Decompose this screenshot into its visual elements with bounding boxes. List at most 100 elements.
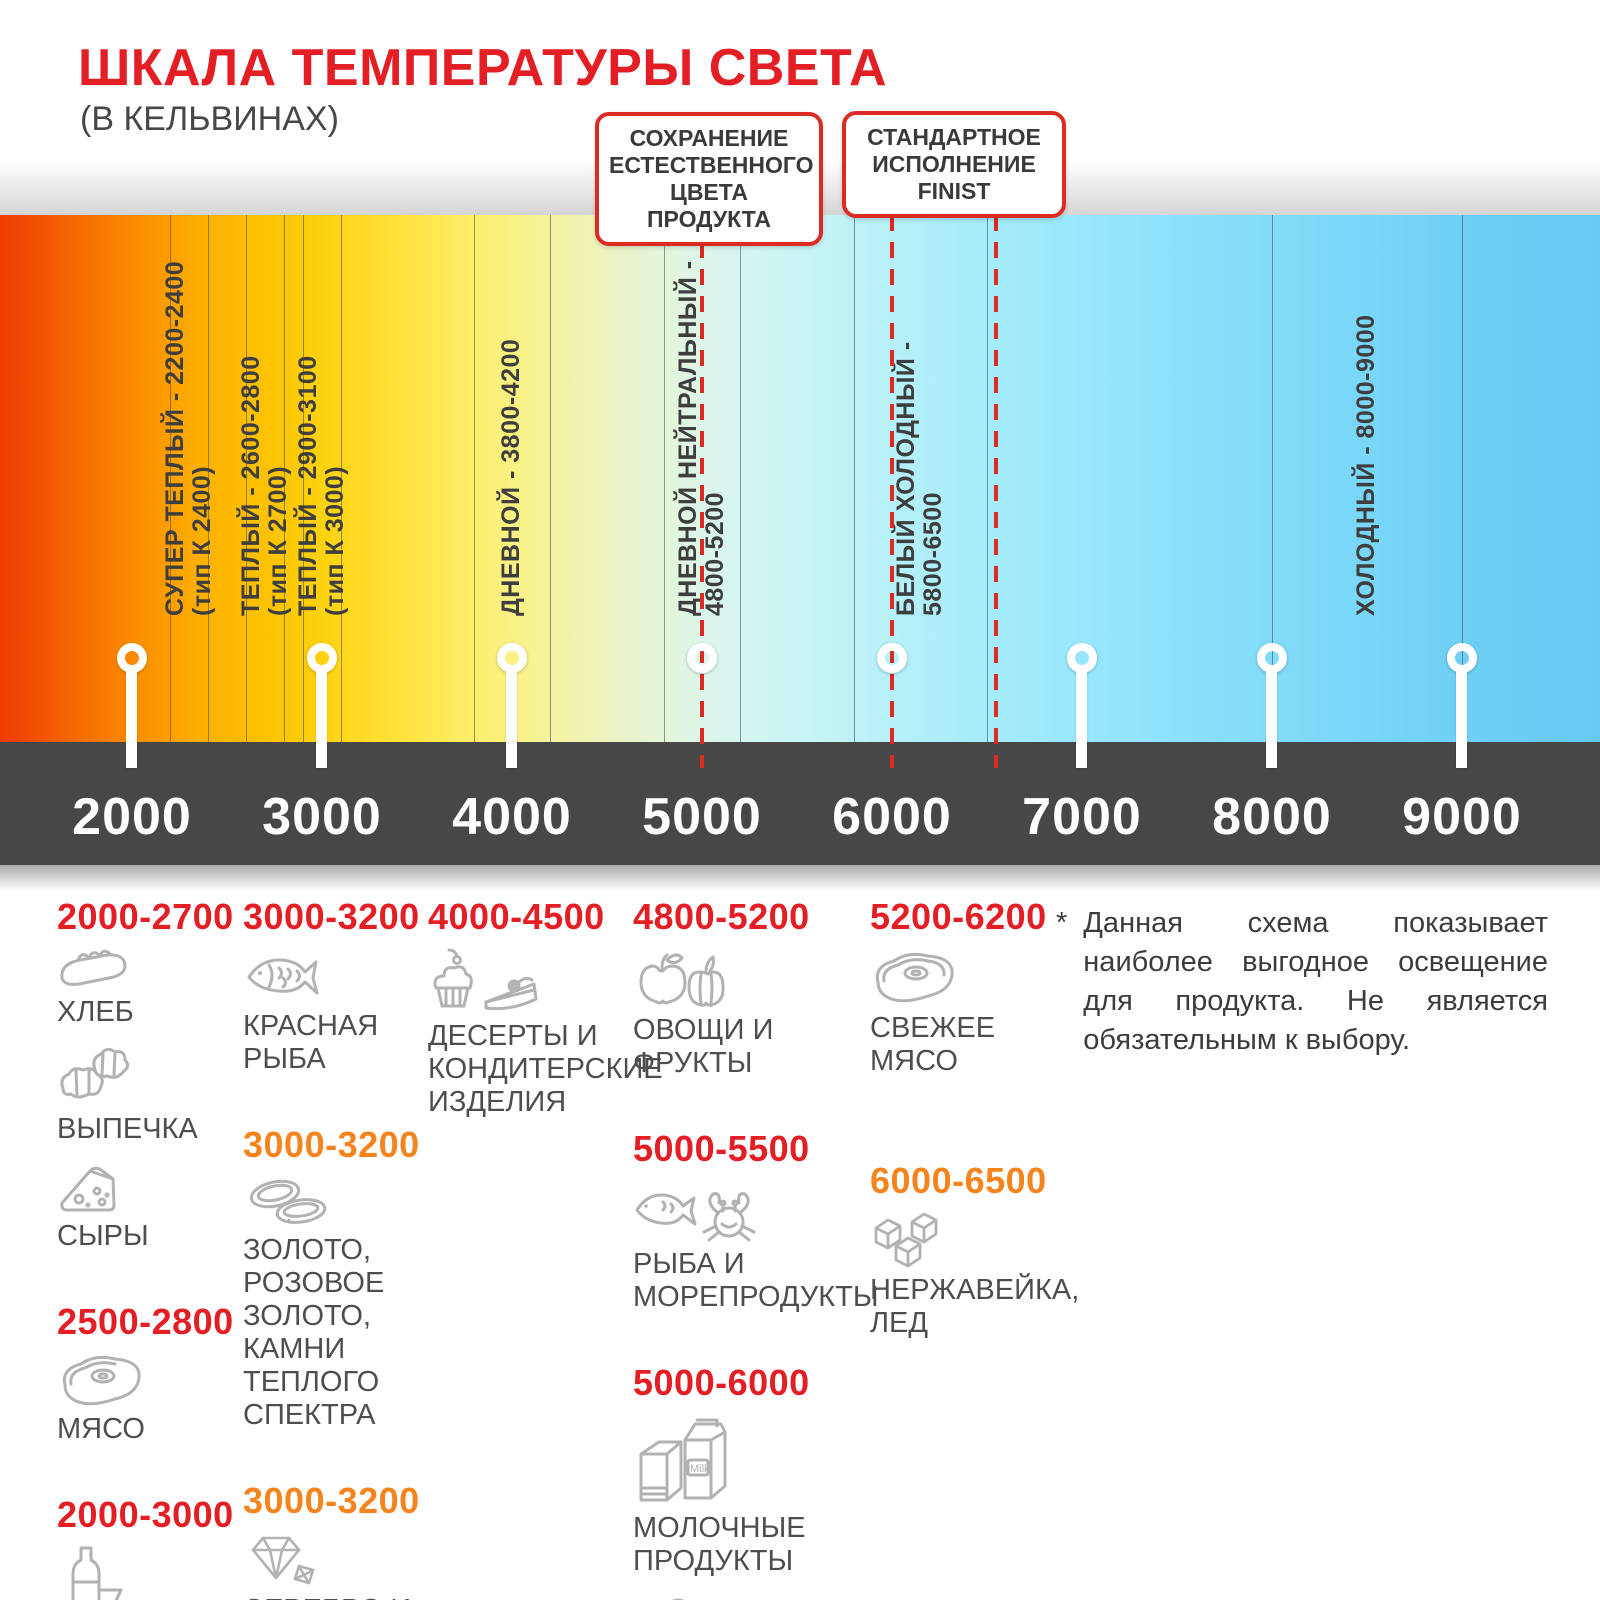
zone-label-cold: ХОЛОДНЫЙ - 8000-9000 xyxy=(1352,314,1380,616)
kelvin-gradient-bar xyxy=(0,215,1600,742)
legend-item-label: СВЕЖЕЕ МЯСО xyxy=(870,1012,996,1077)
milk-cartons-icon: Milk xyxy=(633,1412,943,1508)
range-heading: 5200-6200 xyxy=(870,896,1047,937)
legend-item-diamonds: СЕРЕБРО И БРИЛЛИАНТЫ xyxy=(243,1530,438,1600)
legend-column-3: 4000-4500 ДЕСЕРТЫ И КОНДИТЕРСКИЕ ИЗДЕЛИЯ xyxy=(428,896,663,1133)
range-heading: 3000-3200 xyxy=(243,1124,420,1165)
legend-item-seafood: РЫБА И МОРЕПРОДУКТЫ xyxy=(633,1178,943,1314)
range-heading: 5000-5500 xyxy=(633,1128,810,1169)
zone-boundary-2200 xyxy=(170,215,171,742)
tick-9000: 9000 xyxy=(1402,788,1522,846)
legend-item-gold: ЗОЛОТО, РОЗОВОЕ ЗОЛОТО, КАМНИ ТЕПЛОГО СП… xyxy=(243,1174,438,1432)
legend-item-label: ХЛЕБ xyxy=(57,996,134,1028)
tick-6000: 6000 xyxy=(832,788,952,846)
zone-boundary-6500 xyxy=(987,215,988,742)
range-heading: 4800-5200 xyxy=(633,896,810,937)
range-heading: 3000-3200 xyxy=(243,1480,420,1521)
range-heading: 5000-6000 xyxy=(633,1362,810,1403)
marker-stem-8000 xyxy=(1266,669,1277,768)
legend-item-fresh-meat: СВЕЖЕЕ МЯСО xyxy=(870,946,1070,1078)
legend-item-pastry: ВЫПЕЧКА xyxy=(57,1043,237,1146)
spacer xyxy=(57,1460,237,1494)
tick-8000: 8000 xyxy=(1212,788,1332,846)
cheese-icon xyxy=(57,1160,237,1216)
legend-item-label: НЕРЖАВЕЙКА, ЛЕД xyxy=(870,1274,1080,1339)
spacer xyxy=(57,1267,237,1301)
dashed-line-5000 xyxy=(700,215,704,768)
marker-stem-7000 xyxy=(1076,669,1087,768)
marker-stem-9000 xyxy=(1456,669,1467,768)
cupcake-cake-icon xyxy=(428,946,633,1016)
legend-item-red-fish: КРАСНАЯ РЫБА xyxy=(243,946,438,1076)
dashed-line-6000 xyxy=(890,215,894,768)
zone-boundary-4200 xyxy=(550,215,551,742)
legend-item-desserts: ДЕСЕРТЫ И КОНДИТЕРСКИЕ ИЗДЕЛИЯ xyxy=(428,946,663,1119)
range-heading: 3000-3200 xyxy=(243,896,420,937)
legend-item-label: ДЕСЕРТЫ И КОНДИТЕРСКИЕ ИЗДЕЛИЯ xyxy=(428,1020,663,1118)
dashed-line-6500 xyxy=(994,215,998,768)
range-heading: 2500-2800 xyxy=(57,1301,234,1342)
footnote: * Данная схема показывает наиболее выгод… xyxy=(1056,904,1548,1060)
legend-item-vegetables: ОВОЩИ И ФРУКТЫ xyxy=(633,946,943,1080)
tick-3000: 3000 xyxy=(262,788,382,846)
steak-icon xyxy=(870,946,1070,1008)
marker-stem-2000 xyxy=(126,669,137,768)
zone-boundary-3100 xyxy=(341,215,342,742)
legend-column-1: 2000-2700 ХЛЕБ ВЫПЕЧКА xyxy=(57,896,237,1600)
zone-boundary-5200 xyxy=(740,215,741,742)
range-heading: 2000-2700 xyxy=(57,896,234,937)
dumplings-patty-icon xyxy=(633,1592,943,1600)
marker-ring-6000 xyxy=(877,643,907,673)
spacer xyxy=(870,1092,1070,1126)
zone-boundary-2600 xyxy=(246,215,247,742)
zone-label-warm-3000: ТЕПЛЫЙ - 2900-3100 (тип К 3000) xyxy=(294,355,349,616)
tick-7000: 7000 xyxy=(1022,788,1142,846)
spacer xyxy=(870,1126,1070,1160)
zone-boundary-8000 xyxy=(1272,215,1273,742)
legend-item-alcohol: АКОГОЛЬ xyxy=(57,1544,237,1600)
ice-cubes-icon xyxy=(870,1210,1070,1270)
page-subtitle: (В КЕЛЬВИНАХ) xyxy=(80,100,339,138)
svg-text:Milk: Milk xyxy=(690,1463,710,1475)
zone-boundary-2900 xyxy=(303,215,304,742)
legend-item-label: СЕРЕБРО И БРИЛЛИАНТЫ xyxy=(243,1594,438,1600)
tick-2000: 2000 xyxy=(72,788,192,846)
marker-stem-3000 xyxy=(316,669,327,768)
legend-item-label: МЯСО xyxy=(57,1413,145,1445)
fish-icon xyxy=(243,946,438,1006)
marker-ring-5000 xyxy=(687,643,717,673)
legend-item-meat: МЯСО xyxy=(57,1351,237,1446)
spacer xyxy=(243,1446,438,1480)
diamond-icon xyxy=(243,1530,438,1590)
legend-column-2: 3000-3200 КРАСНАЯ РЫБА 3000-3200 xyxy=(243,896,438,1600)
callout-standard-finist: СТАНДАРТНОЕ ИСПОЛНЕНИЕ FINIST xyxy=(842,111,1066,218)
legend-item-label: ОВОЩИ И ФРУКТЫ xyxy=(633,1014,774,1079)
range-heading: 6000-6500 xyxy=(870,1160,1047,1201)
axis-band xyxy=(0,742,1600,865)
rings-icon xyxy=(243,1174,438,1230)
legend-item-label: МОЛОЧНЫЕ ПРОДУКТЫ xyxy=(633,1512,806,1577)
callout-natural-color: СОХРАНЕНИЕ ЕСТЕСТВЕННОГО ЦВЕТА ПРОДУКТА xyxy=(595,112,823,246)
zone-boundary-3800 xyxy=(474,215,475,742)
legend-item-cheese: СЫРЫ xyxy=(57,1160,237,1253)
apple-pepper-icon xyxy=(633,946,943,1010)
legend-column-5: 5200-6200 СВЕЖЕЕ МЯСО 6000-6500 xyxy=(870,896,1080,1354)
legend-item-bread: ХЛЕБ xyxy=(57,946,237,1029)
bread-icon xyxy=(57,946,237,992)
zone-boundary-5800 xyxy=(854,215,855,742)
croissant-icon xyxy=(57,1043,237,1109)
meat-icon xyxy=(57,1351,237,1409)
page-title: ШКАЛА ТЕМПЕРАТУРЫ СВЕТА xyxy=(78,39,888,97)
legend-item-label: ВЫПЕЧКА xyxy=(57,1113,198,1145)
zone-boundary-2800 xyxy=(284,215,285,742)
legend-item-label: КРАСНАЯ РЫБА xyxy=(243,1010,379,1075)
footnote-asterisk: * xyxy=(1056,907,1068,939)
zone-label-warm-2700: ТЕПЛЫЙ - 2600-2800 (тип К 2700) xyxy=(237,355,292,616)
zone-label-daylight: ДНЕВНОЙ - 3800-4200 xyxy=(497,338,525,616)
alcohol-icon xyxy=(57,1544,237,1600)
range-heading: 4000-4500 xyxy=(428,896,605,937)
zone-boundary-2400 xyxy=(208,215,209,742)
tick-4000: 4000 xyxy=(452,788,572,846)
legend-item-ice: НЕРЖАВЕЙКА, ЛЕД xyxy=(870,1210,1080,1340)
